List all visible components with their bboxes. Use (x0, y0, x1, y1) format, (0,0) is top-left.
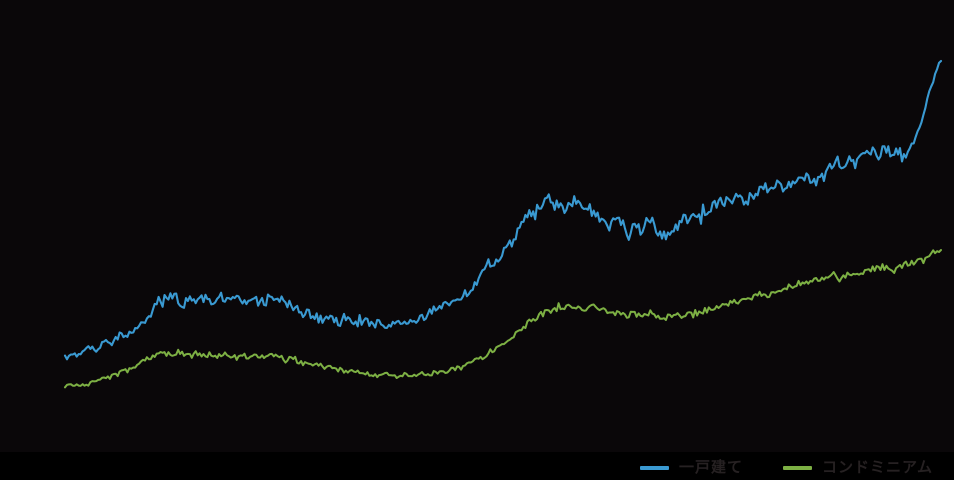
legend-item-condo[interactable]: コンドミニアム (783, 459, 933, 477)
legend-item-house[interactable]: 一戸建て (640, 459, 743, 477)
house-line-swatch-icon (640, 466, 670, 470)
house-price-line (63, 59, 943, 361)
legend-label-condo: コンドミニアム (822, 459, 933, 476)
condo-price-line (64, 249, 942, 389)
legend-label-house: 一戸建て (679, 459, 744, 476)
condo-line-swatch-icon (783, 466, 813, 470)
legend: 一戸建て コンドミニアム (640, 459, 933, 477)
plot-area (0, 0, 954, 452)
